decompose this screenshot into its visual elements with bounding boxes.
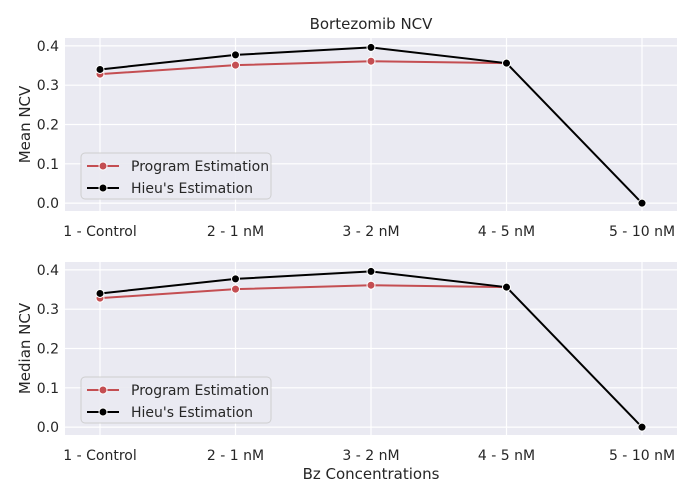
y-tick-label: 0.2	[37, 118, 59, 134]
x-tick-label: 3 - 2 nM	[342, 448, 399, 464]
x-tick-label: 2 - 1 nM	[207, 224, 264, 240]
data-point	[231, 284, 240, 294]
x-tick-label: 5 - 10 nM	[609, 224, 675, 240]
y-axis-title: Mean NCV	[16, 85, 34, 163]
legend-marker	[98, 183, 108, 193]
legend-label: Program Estimation	[131, 159, 269, 175]
x-tick-label: 3 - 2 nM	[342, 224, 399, 240]
data-point	[637, 198, 647, 208]
y-tick-label: 0.1	[37, 381, 59, 397]
data-point	[502, 58, 511, 68]
legend-box	[80, 376, 272, 424]
data-point	[95, 64, 105, 74]
y-tick-label: 0.2	[37, 342, 59, 358]
legend-marker	[98, 161, 108, 171]
legend-marker	[98, 385, 108, 395]
series-line	[99, 60, 507, 76]
data-point	[366, 266, 376, 276]
y-tick-label: 0.1	[37, 157, 59, 173]
y-tick-label: 0.4	[37, 263, 59, 279]
x-tick-label: 4 - 5 nM	[478, 448, 535, 464]
data-point	[366, 42, 376, 52]
legend-label: Hieu's Estimation	[131, 405, 253, 421]
data-point	[637, 422, 647, 432]
legend-marker	[98, 407, 108, 417]
x-tick-label: 5 - 10 nM	[609, 448, 675, 464]
data-point	[95, 288, 105, 298]
legend-label: Hieu's Estimation	[131, 181, 253, 197]
chart-title: Bortezomib NCV	[310, 15, 434, 33]
x-tick-label: 1 - Control	[63, 224, 136, 240]
x-axis-title: Bz Concentrations	[303, 465, 440, 483]
x-tick-label: 4 - 5 nM	[478, 224, 535, 240]
data-point	[502, 282, 511, 292]
y-tick-label: 0.3	[37, 78, 59, 94]
y-tick-label: 0.0	[37, 196, 59, 212]
x-tick-label: 1 - Control	[63, 448, 136, 464]
data-point	[366, 56, 376, 66]
data-point	[231, 50, 240, 60]
y-tick-label: 0.4	[37, 39, 59, 55]
x-tick-label: 2 - 1 nM	[207, 448, 264, 464]
legend-label: Program Estimation	[131, 383, 269, 399]
y-tick-label: 0.0	[37, 420, 59, 436]
data-point	[366, 280, 376, 290]
data-point	[231, 60, 240, 70]
series-line	[99, 284, 507, 300]
data-point	[231, 274, 240, 284]
y-tick-label: 0.3	[37, 302, 59, 318]
y-axis-title: Median NCV	[16, 302, 34, 394]
legend-box	[80, 152, 272, 200]
